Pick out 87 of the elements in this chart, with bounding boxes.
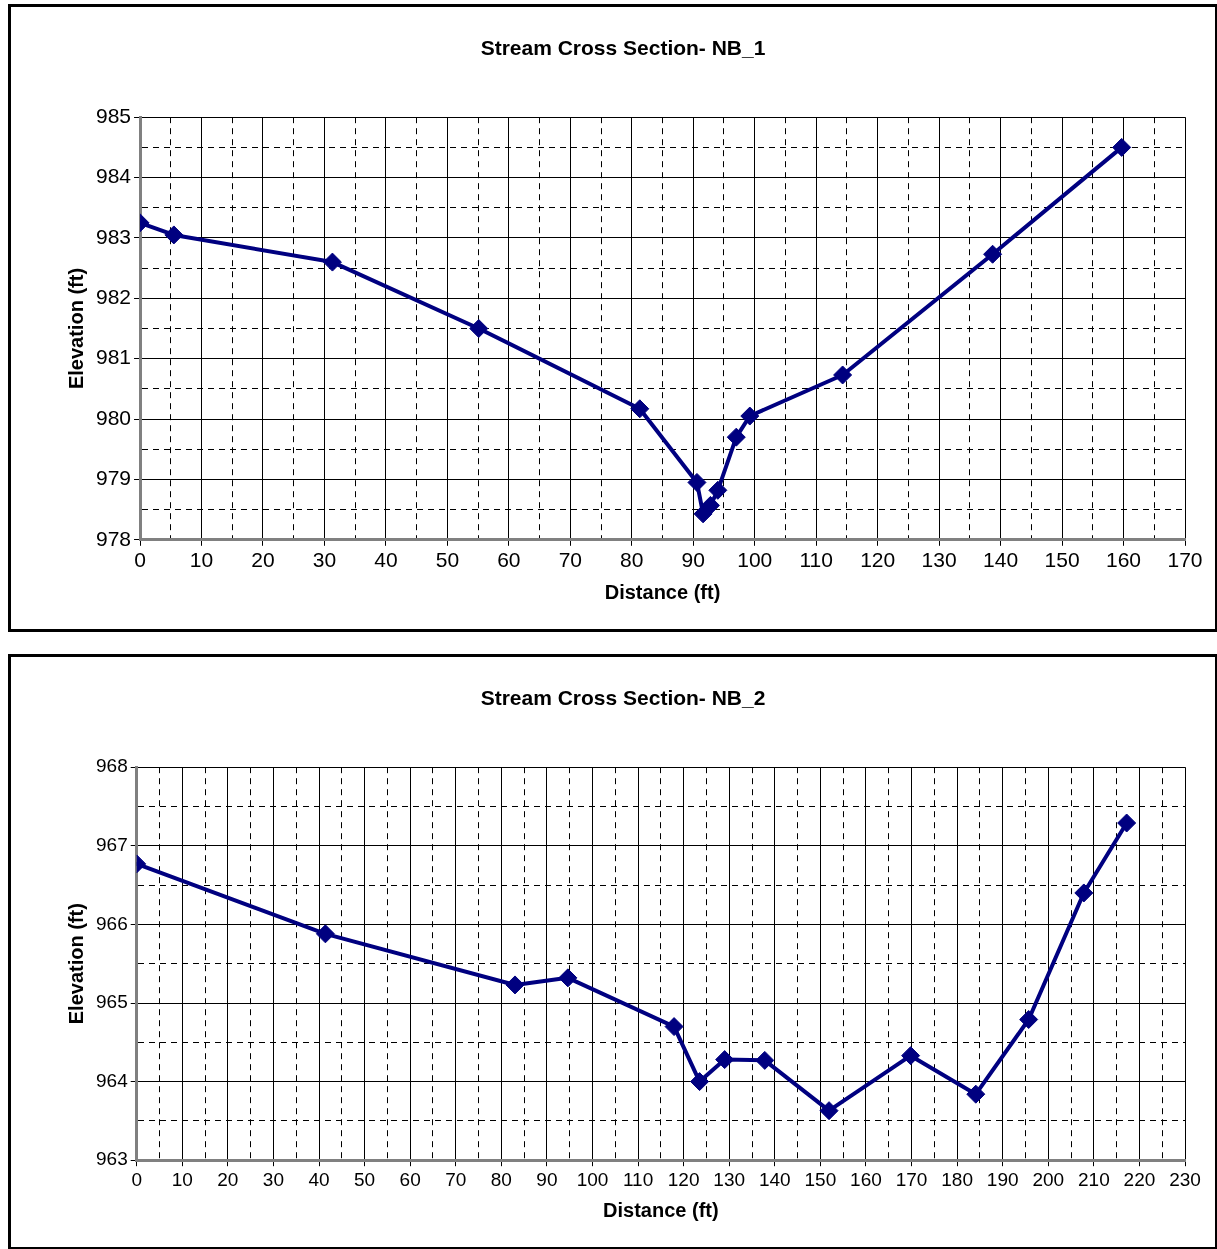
point bbox=[1019, 1010, 1039, 1030]
x-tick-label: 60 bbox=[497, 548, 521, 572]
y-tick-label: 963 bbox=[96, 1148, 128, 1170]
x-tick-label: 30 bbox=[262, 1168, 285, 1190]
x-tick-label: 80 bbox=[490, 1168, 512, 1190]
x-tick-label: 70 bbox=[558, 548, 582, 572]
x-tick-label: 100 bbox=[576, 1168, 609, 1190]
point bbox=[315, 924, 335, 944]
x-tick-label: 90 bbox=[536, 1168, 558, 1190]
y-tick-label: 985 bbox=[95, 104, 132, 127]
point bbox=[505, 975, 525, 995]
x-tick-label: 230 bbox=[1169, 1168, 1201, 1190]
point bbox=[833, 365, 853, 385]
x-tick-label: 110 bbox=[622, 1168, 654, 1190]
point bbox=[322, 252, 342, 272]
x-tick-label: 140 bbox=[758, 1168, 791, 1190]
x-tick-label: 50 bbox=[354, 1168, 376, 1190]
x-tick-label: 170 bbox=[1167, 548, 1203, 572]
point bbox=[687, 472, 707, 492]
x-tick-label: 210 bbox=[1077, 1168, 1110, 1190]
point bbox=[664, 1017, 684, 1037]
y-tick-label: 980 bbox=[95, 405, 132, 429]
y-tick-label: 966 bbox=[96, 912, 128, 934]
x-axis-title: Distance (ft) bbox=[603, 1198, 719, 1221]
point bbox=[1074, 883, 1094, 903]
x-tick-label: 140 bbox=[983, 548, 1019, 572]
x-tick-label: 60 bbox=[399, 1168, 421, 1190]
point bbox=[819, 1101, 839, 1121]
x-tick-label: 0 bbox=[134, 548, 146, 572]
x-tick-label: 160 bbox=[850, 1168, 882, 1190]
point bbox=[901, 1046, 921, 1066]
point bbox=[164, 225, 184, 245]
point bbox=[726, 427, 746, 447]
y-tick-label: 967 bbox=[96, 834, 128, 856]
y-axis-title: Elevation (ft) bbox=[64, 903, 87, 1025]
x-tick-label: 30 bbox=[312, 548, 337, 572]
x-tick-label: 120 bbox=[860, 548, 896, 572]
x-tick-label: 180 bbox=[941, 1168, 973, 1190]
y-tick-label: 978 bbox=[95, 526, 132, 550]
x-tick-label: 80 bbox=[620, 548, 644, 572]
point bbox=[1117, 813, 1137, 833]
point bbox=[755, 1050, 775, 1070]
x-tick-label: 20 bbox=[251, 548, 275, 572]
y-tick-label: 981 bbox=[95, 345, 132, 369]
x-tick-label: 10 bbox=[189, 548, 214, 572]
x-tick-label: 70 bbox=[445, 1168, 467, 1190]
point bbox=[690, 1072, 710, 1092]
y-axis-title: Elevation (ft) bbox=[64, 267, 87, 390]
y-tick-label: 964 bbox=[96, 1069, 129, 1091]
point bbox=[983, 244, 1003, 264]
x-tick-label: 220 bbox=[1123, 1168, 1156, 1190]
point bbox=[700, 495, 720, 515]
x-tick-label: 110 bbox=[799, 548, 833, 572]
y-tick-label: 982 bbox=[95, 285, 132, 309]
x-tick-label: 40 bbox=[374, 548, 398, 572]
point bbox=[740, 406, 760, 426]
x-tick-label: 120 bbox=[667, 1168, 700, 1190]
point bbox=[715, 1050, 735, 1070]
x-tick-label: 50 bbox=[435, 548, 460, 572]
x-tick-label: 130 bbox=[921, 548, 957, 572]
y-tick-label: 968 bbox=[96, 755, 128, 777]
chart-title: Stream Cross Section- NB_1 bbox=[480, 36, 766, 60]
x-axis-title: Distance (ft) bbox=[604, 580, 721, 603]
point bbox=[558, 968, 578, 988]
point bbox=[708, 480, 728, 500]
x-tick-label: 40 bbox=[308, 1168, 330, 1190]
x-tick-label: 90 bbox=[681, 548, 705, 572]
x-tick-label: 170 bbox=[895, 1168, 928, 1190]
y-tick-label: 979 bbox=[95, 466, 132, 490]
x-tick-label: 20 bbox=[217, 1168, 239, 1190]
x-tick-label: 160 bbox=[1106, 548, 1142, 572]
point bbox=[469, 319, 489, 338]
x-tick-label: 0 bbox=[131, 1168, 142, 1190]
point bbox=[630, 399, 650, 419]
y-tick-label: 984 bbox=[95, 164, 132, 188]
y-tick-label: 983 bbox=[95, 224, 132, 248]
point bbox=[966, 1084, 986, 1104]
point bbox=[1112, 137, 1132, 157]
x-tick-label: 150 bbox=[804, 1168, 837, 1190]
x-tick-label: 130 bbox=[713, 1168, 746, 1190]
x-tick-label: 150 bbox=[1044, 548, 1080, 572]
x-tick-label: 190 bbox=[986, 1168, 1019, 1190]
chart-title: Stream Cross Section- NB_2 bbox=[480, 686, 766, 710]
x-tick-label: 10 bbox=[171, 1168, 193, 1190]
x-tick-label: 100 bbox=[737, 548, 773, 572]
y-tick-label: 965 bbox=[96, 991, 128, 1013]
x-tick-label: 200 bbox=[1032, 1168, 1065, 1190]
